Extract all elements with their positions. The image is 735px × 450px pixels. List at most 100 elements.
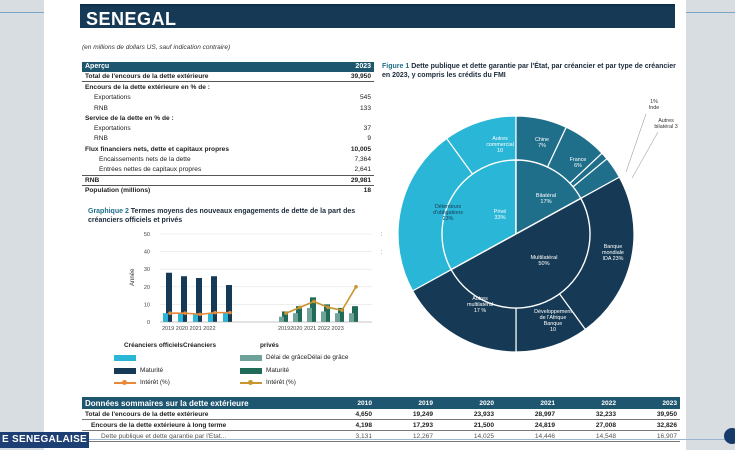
y-axis-label: Année — [130, 268, 136, 286]
y-tick-label: 20 — [144, 285, 150, 291]
private-grace-bar — [293, 313, 298, 322]
table-row: Encours de la dette extérieure à long te… — [82, 420, 680, 431]
private-maturity-bar — [324, 304, 330, 322]
legend-official-header: Créanciers officielsCréanciers — [124, 342, 217, 349]
footer-rule — [82, 439, 728, 440]
y-tick-label: 40 — [144, 250, 150, 256]
private-grace-bar — [307, 307, 312, 322]
official-maturity-bar — [166, 272, 172, 322]
summary-header: Données sommaires sur la dette extérieur… — [82, 397, 680, 409]
overview-heading: Aperçu — [85, 63, 110, 70]
x-tick-labels-official: 2019 2020 2021 2022 — [162, 326, 216, 332]
year-header: 2020 — [479, 399, 494, 407]
donut-label-france: France 6% — [570, 157, 587, 169]
y-tick-label: 30 — [144, 267, 150, 273]
private-maturity-bar — [310, 297, 316, 322]
official-maturity-bar — [211, 276, 217, 322]
table-row: Total de l'encours de la dette extérieur… — [82, 409, 680, 420]
official-maturity-bar — [196, 278, 202, 322]
official-grace-bar — [163, 313, 168, 322]
donut-label-bondholders: Détenteurs d'obligations 23% — [433, 204, 463, 222]
summary-table: Données sommaires sur la dette extérieur… — [82, 397, 680, 442]
official-maturity-bar — [226, 285, 232, 322]
private-interest-point — [284, 311, 288, 315]
table-row: Encaissements nets de la dette 7,364 — [99, 156, 371, 164]
legend-interest-official: Intérêt (%) — [114, 379, 170, 386]
table-row: Exportations 37 — [94, 125, 371, 133]
donut-label-world-bank: Banque mondiale IDA 23% — [602, 244, 624, 262]
page-title: SENEGAL — [86, 9, 177, 29]
document-page: SENEGAL (en millions de dollars US, sauf… — [44, 0, 686, 450]
donut-label-afdb: Développement de l'Afrique Banque 10 — [534, 309, 572, 333]
donut-label-other-bilateral: Autres bilatéral 3 — [654, 118, 677, 130]
y-tick-label: 0 — [147, 320, 150, 326]
official-interest-point — [183, 311, 187, 315]
private-interest-point — [326, 305, 330, 310]
footer-label: E SENEGALAISE — [0, 432, 90, 448]
legend-grace-private: Délai de grâceDélai de grâce — [240, 354, 348, 361]
country-banner: SENEGAL — [80, 4, 675, 29]
table-row: Service de la dette en % de : — [85, 114, 174, 122]
private-interest-point — [298, 305, 302, 310]
summary-heading: Données sommaires sur la dette extérieur… — [85, 398, 249, 408]
private-maturity-bar — [352, 306, 358, 322]
legend-swatch — [114, 355, 136, 361]
private-maturity-bar — [296, 306, 302, 322]
private-interest-point — [312, 299, 316, 304]
legend-swatch — [240, 367, 262, 374]
y2-tick-label: 12 — [381, 250, 382, 256]
private-grace-bar — [349, 313, 354, 322]
table-row: Population (millions) 18 — [82, 185, 374, 195]
official-interest-point — [213, 310, 217, 315]
private-maturity-bar — [282, 311, 288, 322]
footer-dot-icon — [724, 428, 735, 444]
donut-label-other-commercial: Autres commercial 10 — [486, 136, 514, 154]
legend-swatch — [114, 379, 136, 385]
private-grace-bar — [335, 313, 340, 322]
official-interest-point — [198, 312, 202, 317]
legend-swatch — [240, 354, 262, 361]
overview-header: Aperçu 2023 — [82, 62, 374, 72]
official-interest-point — [168, 311, 172, 315]
legend-maturity-official: Maturité — [114, 367, 163, 374]
year-header: 2010 — [357, 399, 372, 407]
private-interest-point — [340, 308, 344, 313]
y-tick-label: 10 — [144, 302, 150, 308]
donut-label-private: Privé 33% — [494, 209, 507, 221]
table-row: RNB 29,981 — [82, 174, 374, 185]
overview-year: 2023 — [355, 63, 371, 70]
donut-inner-slice — [450, 197, 591, 309]
private-grace-bar — [321, 311, 326, 322]
year-header: 2022 — [601, 399, 616, 407]
private-maturity-bar — [338, 307, 344, 322]
official-interest-point — [228, 310, 232, 315]
table-row: RNB 133 — [94, 104, 371, 112]
private-interest-line — [285, 286, 357, 314]
graph2-chart: 0102030405003691215AnnéeIntérêt (%)2019 … — [130, 232, 382, 332]
table-row: Encours de la dette extérieure en % de : — [85, 83, 210, 91]
year-header: 2019 — [418, 399, 433, 407]
official-grace-bar — [193, 313, 198, 322]
graph2-title: Graphique 2 Termes moyens des nouveaux e… — [88, 208, 356, 224]
private-grace-bar — [279, 316, 284, 322]
legend-interest-private: Intérêt (%) — [240, 379, 296, 386]
overview-table: Aperçu 2023 Total de l'encours de la det… — [82, 62, 374, 196]
y-tick-label: 50 — [144, 232, 150, 238]
callout-line — [631, 131, 659, 179]
unit-note: (en millions de dollars US, sauf indicat… — [82, 44, 231, 51]
official-grace-bar — [223, 313, 228, 322]
x-tick-labels-private: 20192020 2021 2022 2023 — [278, 326, 344, 332]
donut-label-multilateral: Multilatéral 50% — [530, 255, 557, 267]
legend-maturity-private: Maturité — [240, 367, 289, 374]
legend-grace-official — [114, 355, 136, 361]
donut-inner-slice — [441, 159, 517, 271]
donut-label-bilateral: Bilatéral 17% — [536, 193, 556, 205]
top-rule-right — [686, 12, 735, 13]
table-row: Exportations 545 — [94, 94, 371, 102]
official-maturity-bar — [181, 276, 187, 322]
table-row: Flux financiers nets, dette et capitaux … — [85, 145, 371, 153]
private-interest-point — [354, 285, 358, 289]
figure1-title: Figure 1 Dette publique et dette garanti… — [382, 63, 676, 79]
table-row: RNB 9 — [94, 135, 371, 143]
top-rule-left — [0, 12, 44, 13]
